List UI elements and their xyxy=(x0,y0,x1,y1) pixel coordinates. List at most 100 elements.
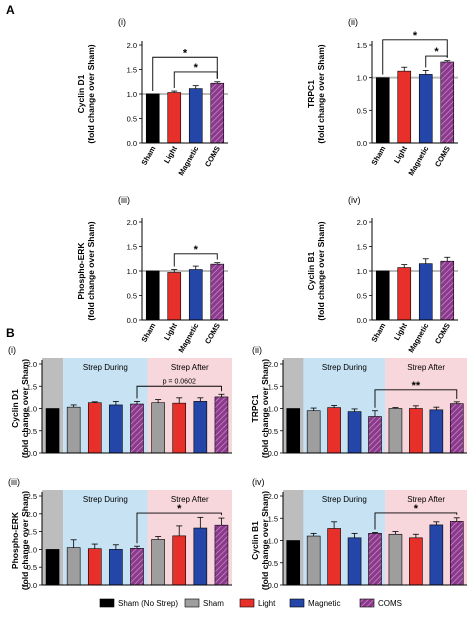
reference-line xyxy=(142,270,228,272)
y-axis-label: TRPC1(fold change over Sham) xyxy=(306,44,326,143)
y-tick-label: 0.0 xyxy=(127,316,137,325)
significance-label: ** xyxy=(412,380,421,392)
bar xyxy=(87,402,102,454)
bar xyxy=(193,401,208,454)
chart-b-ii: Strep During Strep After0.00.51.01.52.0TR… xyxy=(250,345,467,458)
bar xyxy=(327,407,341,454)
x-tick-label: Sham xyxy=(369,144,387,166)
y-tick-label: 0.5 xyxy=(127,292,137,301)
strep-during-label: Strep During xyxy=(83,495,128,504)
bar xyxy=(375,77,390,144)
significance-label: * xyxy=(434,46,439,58)
x-tick-label: COMS xyxy=(203,322,222,346)
bar xyxy=(397,70,412,144)
y-tick-label: 0.0 xyxy=(27,581,37,590)
y-tick-label: 1.5 xyxy=(127,243,137,252)
significance-bracket xyxy=(173,253,218,267)
bar xyxy=(151,539,165,586)
legend: Sham (No Strep) Sham Light Magnetic COMS xyxy=(99,598,402,608)
strep-during-label: Strep During xyxy=(83,363,128,372)
subpanel-label: (ii) xyxy=(348,17,358,27)
y-tick-label: 0.5 xyxy=(357,292,367,301)
y-tick-label: 2.0 xyxy=(127,41,137,50)
strep-after-label: Strep After xyxy=(171,363,209,372)
y-tick-label: 0.0 xyxy=(268,449,278,458)
significance-bracket xyxy=(374,512,458,530)
bar xyxy=(193,527,208,586)
legend-swatch xyxy=(99,598,115,608)
bar xyxy=(388,533,403,586)
significance-label: * xyxy=(177,503,182,515)
y-tick-label: 1.5 xyxy=(27,528,37,537)
y-axis-label: Phospho-ERK(fold change over Sham) xyxy=(10,491,30,590)
x-tick-label: Sham xyxy=(369,321,387,343)
x-tick-label: COMS xyxy=(203,145,222,169)
bar xyxy=(210,263,225,321)
subpanel-label: (iii) xyxy=(8,477,20,487)
bar xyxy=(109,549,123,586)
y-axis-label: Cyclin D1(fold change over Sham) xyxy=(10,359,30,458)
y-axis-label: TRPC1(fold change over Sham) xyxy=(250,359,270,458)
y-axis-label-line: (fold change over Sham) xyxy=(316,44,326,143)
y-tick-label: 1.5 xyxy=(357,243,367,252)
significance-label: p = 0.0602 xyxy=(163,378,196,385)
bar xyxy=(440,260,455,321)
significance-bracket xyxy=(382,39,448,75)
bar xyxy=(440,61,455,144)
bar xyxy=(286,540,301,586)
bar xyxy=(449,521,464,586)
x-tick-label: Sham xyxy=(139,144,157,166)
y-tick-label: 0.5 xyxy=(268,559,278,568)
x-tick-label: Magnetic xyxy=(176,145,200,178)
significance-bracket xyxy=(173,71,218,89)
legend-label: Sham (No Strep) xyxy=(118,599,178,608)
bar xyxy=(130,548,144,586)
x-tick-label: Light xyxy=(162,321,179,342)
bar xyxy=(145,270,160,321)
strep-after-label: Strep After xyxy=(407,363,445,372)
y-axis-label-line: TRPC1 xyxy=(250,394,260,422)
x-tick-label: COMS xyxy=(433,145,452,169)
bar xyxy=(210,82,225,144)
legend-swatch xyxy=(239,598,255,608)
y-tick-label: 0.0 xyxy=(268,581,278,590)
y-axis-label-line: TRPC1 xyxy=(306,80,316,108)
y-tick-label: 0.0 xyxy=(357,139,367,148)
bar xyxy=(188,88,203,144)
y-tick-label: 1.5 xyxy=(127,66,137,75)
y-tick-label: 2.0 xyxy=(27,510,37,519)
y-axis-label-line: (fold change over Sham) xyxy=(86,44,96,143)
y-axis-label-line: Cyclin B1 xyxy=(250,521,260,560)
subpanel-label: (i) xyxy=(8,345,16,355)
legend-swatch xyxy=(184,598,200,608)
x-tick-label: Magnetic xyxy=(176,322,200,355)
subpanel-label: (iii) xyxy=(118,195,130,205)
y-tick-label: 0.0 xyxy=(127,139,137,148)
bar xyxy=(151,402,165,454)
y-tick-label: 0.5 xyxy=(27,427,37,436)
x-tick-label: COMS xyxy=(433,322,452,346)
significance-bracket xyxy=(136,512,222,544)
legend-label: COMS xyxy=(378,599,402,608)
y-axis-label-line: (fold change over Sham) xyxy=(20,359,30,458)
chart-b-iii: Strep During Strep After 0.0 0.5 1.0 1.5 2.0 2.… xyxy=(8,477,232,590)
bar xyxy=(306,535,321,586)
reference-line xyxy=(142,93,228,95)
bar xyxy=(327,528,341,586)
y-tick-label: 1.0 xyxy=(127,267,137,276)
significance-label: * xyxy=(414,503,419,515)
bar xyxy=(306,410,321,454)
y-tick-label: 0.5 xyxy=(268,427,278,436)
bar xyxy=(87,548,102,586)
significance-label: * xyxy=(183,47,188,59)
y-tick-label: 0.5 xyxy=(127,115,137,124)
y-tick-label: 0.0 xyxy=(357,316,367,325)
y-tick-label: 1.0 xyxy=(127,90,137,99)
bar xyxy=(429,409,444,454)
bar xyxy=(45,549,60,586)
chart-b-i: Strep During Strep After0.00.51.01.52.0Cy… xyxy=(8,345,232,458)
